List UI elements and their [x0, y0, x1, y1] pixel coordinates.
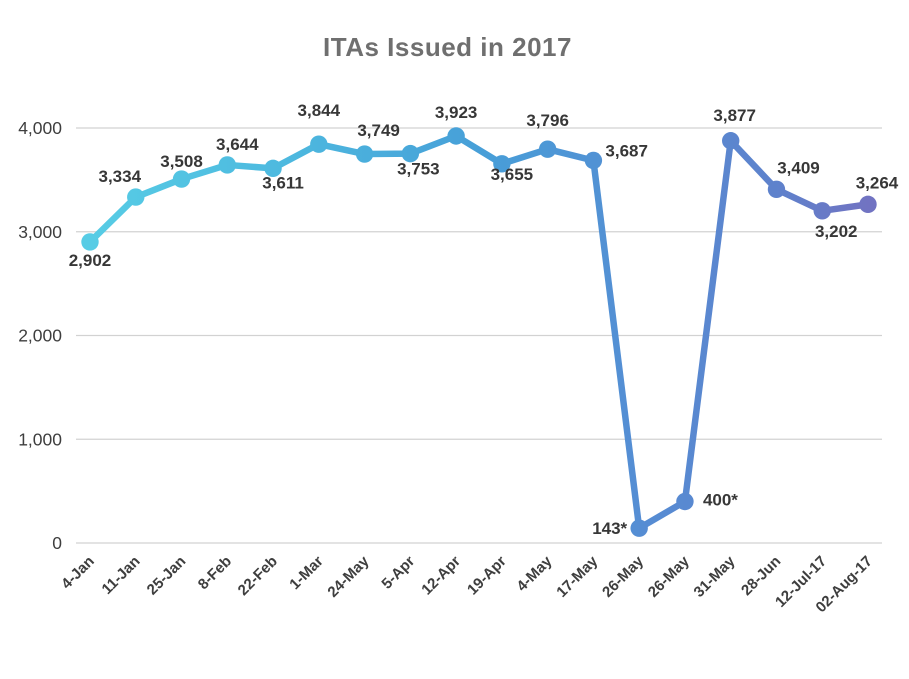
- data-point-label: 3,796: [526, 111, 569, 130]
- data-point-label: 3,334: [98, 167, 141, 186]
- x-tick-label: 8-Feb: [195, 553, 235, 593]
- data-point: [310, 135, 328, 153]
- data-point-label: 3,409: [777, 158, 820, 177]
- data-point-label: 3,877: [713, 106, 756, 125]
- data-point: [584, 151, 603, 170]
- data-point: [218, 156, 236, 174]
- data-point-label: 3,844: [298, 101, 341, 120]
- x-tick-label: 12-Apr: [418, 553, 464, 599]
- data-point: [401, 144, 420, 163]
- x-tick-label: 26-May: [645, 552, 693, 600]
- data-point: [676, 492, 694, 511]
- data-point-label: 3,508: [160, 152, 203, 171]
- data-point: [630, 519, 648, 537]
- x-tick-label: 24-May: [324, 552, 372, 600]
- data-point: [538, 140, 557, 158]
- x-tick-label: 28-Jun: [738, 553, 784, 599]
- chart-title: ITAs Issued in 2017: [323, 32, 572, 62]
- data-point-label: 3,264: [856, 173, 899, 192]
- data-point-label: 3,655: [491, 165, 534, 184]
- data-point: [493, 155, 511, 173]
- x-tick-label: 5-Apr: [378, 553, 418, 593]
- y-tick-label: 2,000: [18, 326, 62, 346]
- data-line: [86, 132, 872, 532]
- x-tick-label: 22-Feb: [235, 553, 281, 599]
- data-point: [172, 170, 191, 188]
- x-tick-label: 25-Jan: [144, 553, 190, 599]
- x-tick-label: 17-May: [553, 552, 601, 600]
- data-point-label: 3,687: [605, 141, 648, 160]
- data-point-label: 3,644: [216, 135, 259, 154]
- data-point-label: 3,923: [435, 103, 478, 122]
- x-tick-label: 31-May: [691, 552, 739, 600]
- data-point-label: 2,902: [69, 251, 112, 270]
- y-tick-label: 3,000: [18, 222, 62, 242]
- y-tick-label: 4,000: [18, 118, 62, 138]
- x-tick-label: 11-Jan: [99, 553, 144, 598]
- x-tick-label: 26-May: [599, 552, 647, 600]
- data-point: [127, 188, 145, 206]
- data-point: [722, 132, 740, 150]
- data-point-label: 143*: [592, 519, 627, 538]
- x-tick-label: 4-May: [513, 552, 556, 595]
- y-tick-label: 1,000: [18, 429, 62, 449]
- data-point: [447, 127, 465, 145]
- x-tick-label: 1-Mar: [286, 553, 326, 593]
- data-point: [767, 180, 786, 199]
- data-point: [813, 202, 831, 220]
- data-point-label: 400*: [703, 491, 738, 510]
- data-point: [355, 145, 374, 163]
- data-point: [81, 233, 99, 251]
- x-tick-label: 19-Apr: [464, 553, 510, 599]
- data-point-label: 3,202: [815, 222, 858, 241]
- y-tick-label: 0: [52, 533, 62, 553]
- x-tick-label: 4-Jan: [58, 553, 98, 593]
- data-point-label: 3,749: [357, 121, 400, 140]
- data-point-label: 3,611: [262, 173, 304, 192]
- data-point: [264, 159, 282, 178]
- data-point: [859, 195, 877, 214]
- data-point-label: 3,753: [397, 160, 440, 179]
